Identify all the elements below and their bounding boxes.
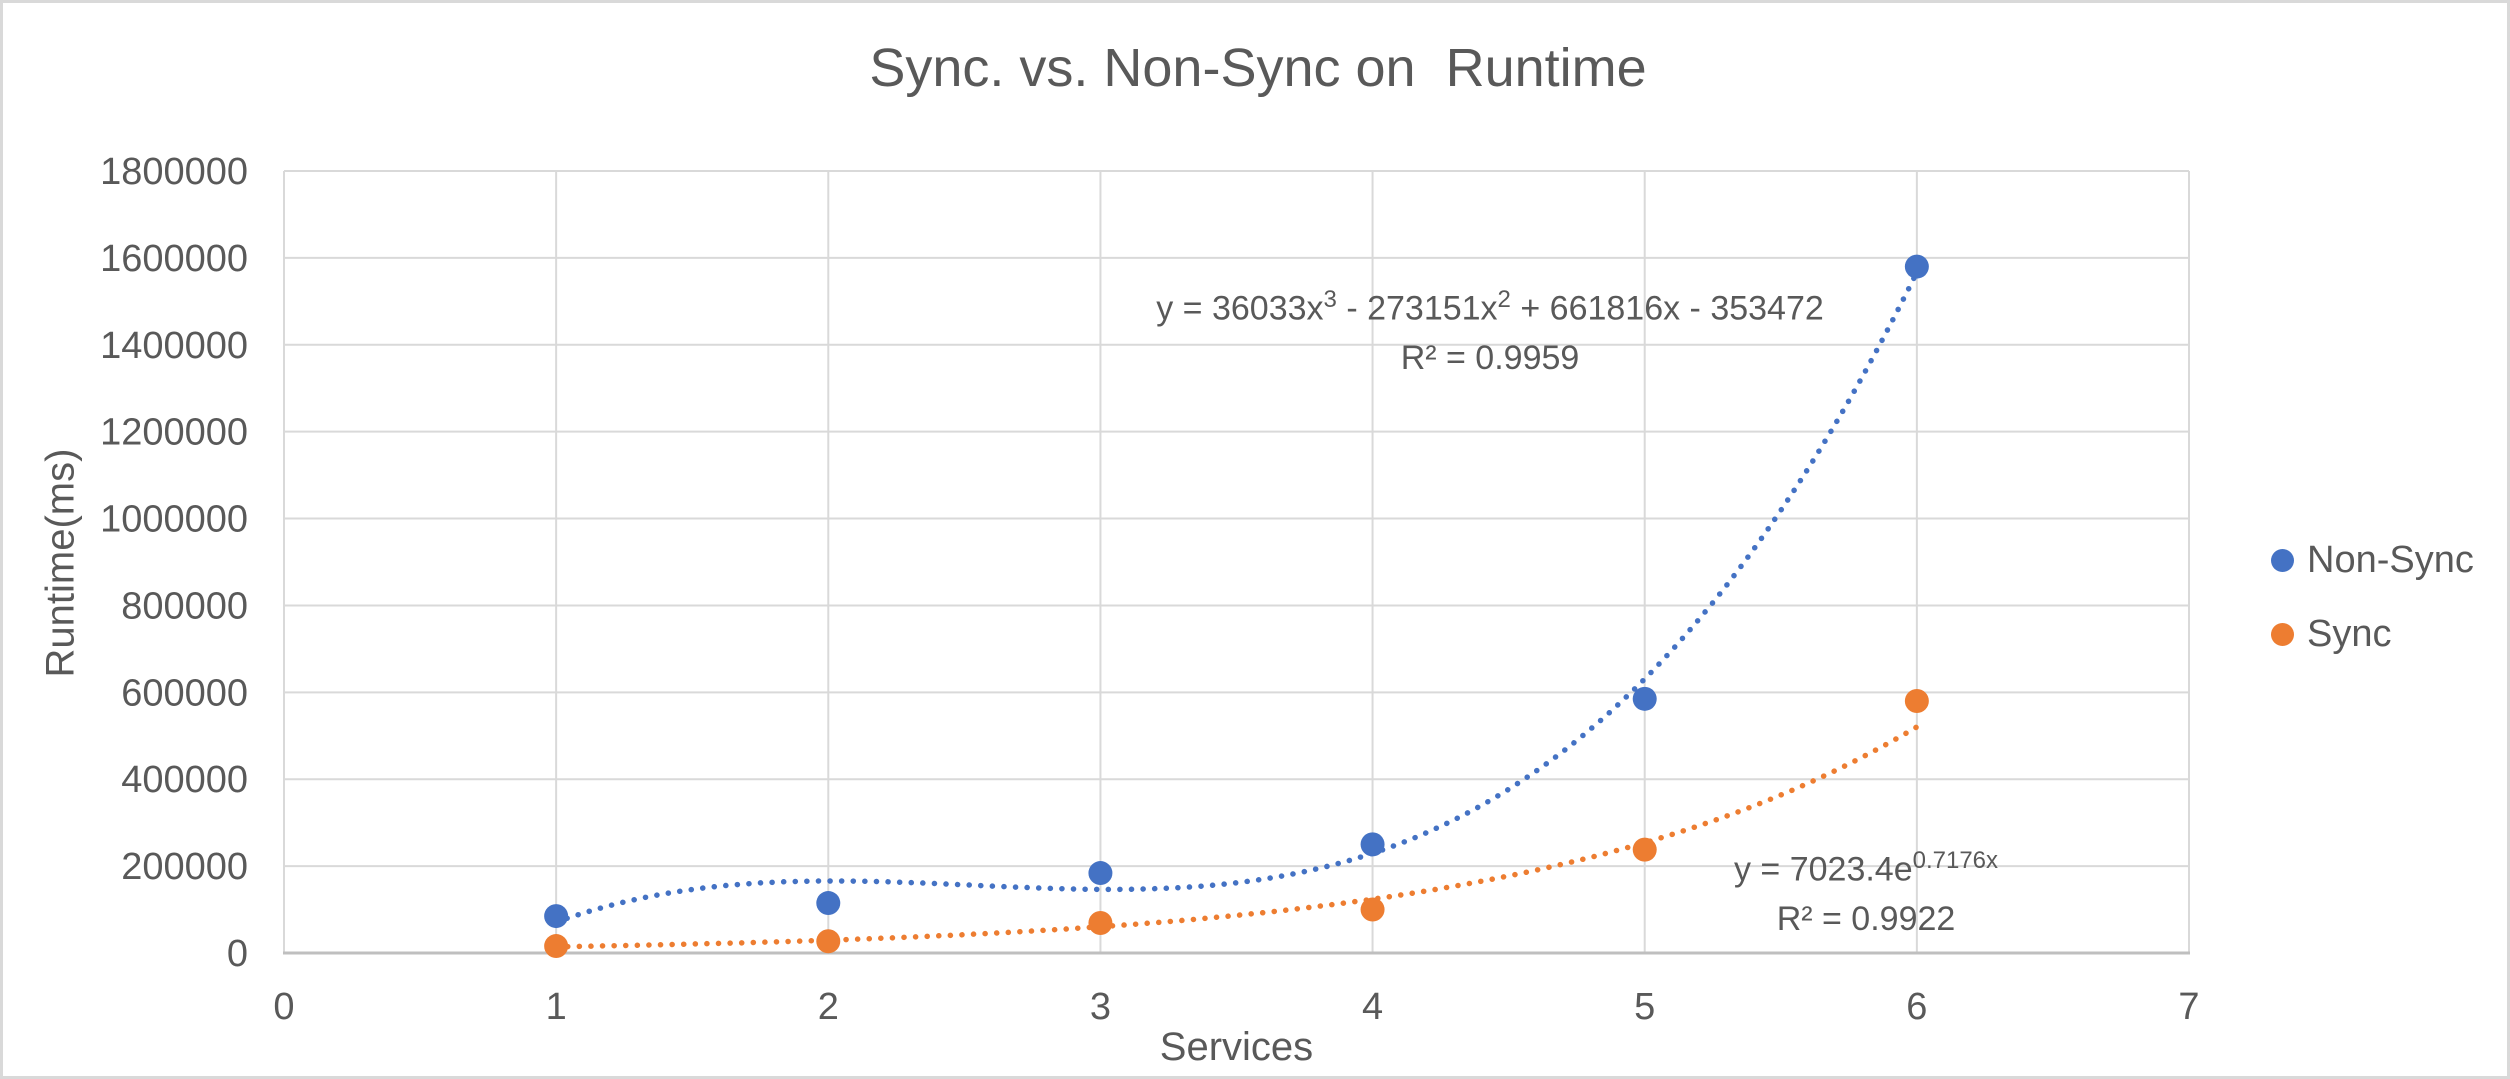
sync-trendline: [553, 724, 1920, 950]
x-axis-title: Services: [1159, 1025, 1314, 1069]
sync-equation-r-squared: R² = 0.9922: [1776, 900, 1956, 939]
x-tick-label: 0: [273, 986, 294, 1028]
x-tick-label: 7: [2178, 986, 2199, 1028]
plot-area[interactable]: 0 200000 400000 600000 800000 1000000 1200000 1…: [3, 3, 2510, 1079]
non-sync-marker-icon: [2271, 549, 2294, 572]
non-sync-trendline: [553, 269, 1920, 925]
legend-item-sync[interactable]: Sync: [2271, 613, 2474, 656]
data-point-non-sync-4[interactable]: [1360, 832, 1385, 857]
data-point-sync-2[interactable]: [816, 929, 841, 954]
y-tick-label: 600000: [121, 672, 248, 714]
data-point-sync-5[interactable]: [1632, 837, 1657, 862]
nonsync-equation-r-squared: R² = 0.9959: [1400, 339, 1580, 378]
sync-equation-formula: y = 7023.4e0.7176x: [1733, 847, 1999, 889]
sync-marker-icon: [2271, 623, 2294, 646]
data-point-non-sync-3[interactable]: [1088, 861, 1113, 886]
x-tick-label: 6: [1906, 986, 1927, 1028]
chart-title: Sync. vs. Non-Sync on Runtime: [869, 38, 1647, 98]
y-tick-label: 800000: [121, 585, 248, 627]
legend-item-non-sync[interactable]: Non-Sync: [2271, 539, 2474, 582]
y-tick-label: 400000: [121, 759, 248, 801]
nonsync-trendline-equation: y = 36033x3 - 273151x2 + 661816x - 35347…: [1156, 275, 1824, 383]
data-point-sync-1[interactable]: [544, 934, 569, 959]
data-point-sync-4[interactable]: [1360, 897, 1385, 922]
data-point-non-sync-1[interactable]: [544, 904, 569, 929]
data-point-sync-6[interactable]: [1904, 689, 1929, 714]
y-tick-label: 1400000: [100, 325, 248, 367]
data-point-sync-3[interactable]: [1088, 911, 1113, 936]
x-tick-label: 3: [1090, 986, 1111, 1028]
data-point-non-sync-6[interactable]: [1904, 254, 1929, 279]
x-tick-label: 2: [818, 986, 839, 1028]
legend-label-sync: Sync: [2307, 613, 2392, 655]
y-tick-label: 1600000: [100, 238, 248, 280]
y-tick-label: 1000000: [100, 499, 248, 541]
x-tick-label: 4: [1362, 986, 1383, 1028]
x-tick-label: 1: [546, 986, 567, 1028]
nonsync-equation-formula: y = 36033x3 - 273151x2 + 661816x - 35347…: [1156, 286, 1824, 328]
y-axis-title: Runtime(ms): [38, 448, 83, 678]
y-tick-label: 1800000: [100, 151, 248, 193]
legend-label-non-sync: Non-Sync: [2307, 539, 2474, 581]
data-point-non-sync-2[interactable]: [816, 891, 841, 916]
y-tick-label: 0: [227, 933, 248, 975]
sync-trendline-equation: y = 7023.4e0.7176x R² = 0.9922: [1734, 836, 1998, 944]
y-tick-label: 200000: [121, 846, 248, 888]
data-point-non-sync-5[interactable]: [1632, 686, 1657, 711]
x-tick-label: 5: [1634, 986, 1655, 1028]
legend: Non-Sync Sync: [2271, 539, 2474, 656]
y-tick-label: 1200000: [100, 412, 248, 454]
